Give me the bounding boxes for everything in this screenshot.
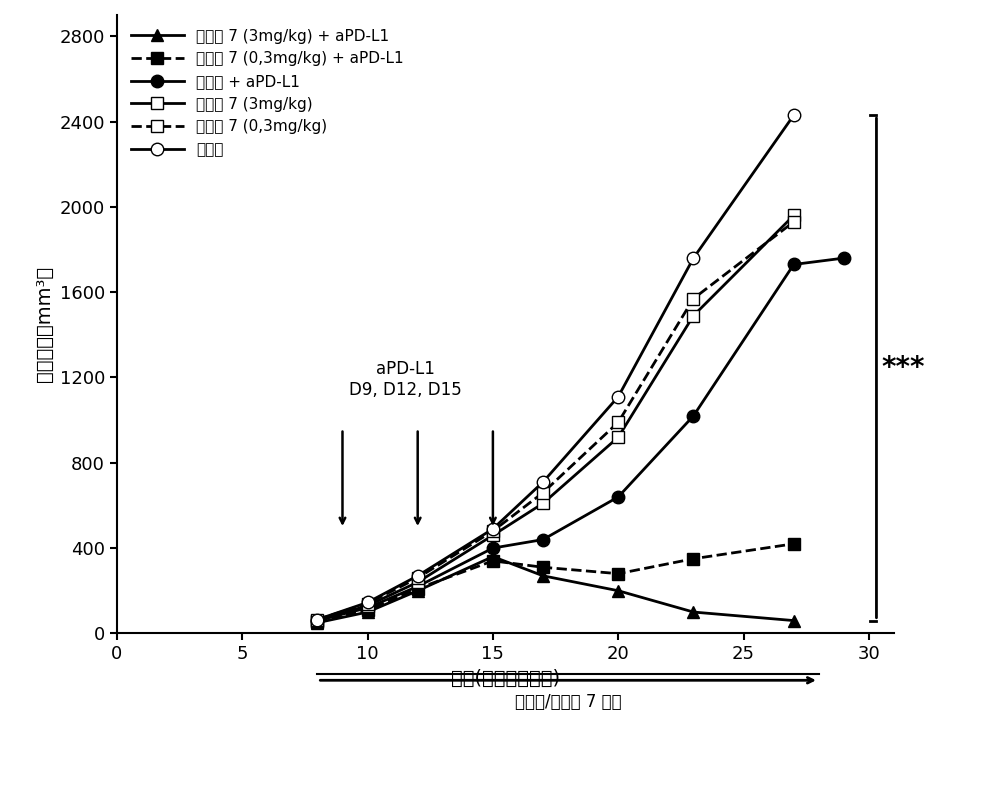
- X-axis label: 时间(接种后的天数): 时间(接种后的天数): [451, 669, 560, 688]
- Text: aPD-L1
D9, D12, D15: aPD-L1 D9, D12, D15: [349, 360, 462, 400]
- Text: ***: ***: [881, 354, 925, 382]
- Y-axis label: 肿瘦体积（mm³）: 肿瘦体积（mm³）: [35, 266, 54, 382]
- Legend: 化合物 7 (3mg/kg) + aPD-L1, 化合物 7 (0,3mg/kg) + aPD-L1, 媒介物 + aPD-L1, 化合物 7 (3mg/kg): 化合物 7 (3mg/kg) + aPD-L1, 化合物 7 (0,3mg/kg…: [124, 23, 410, 163]
- Text: 媒介物/化合物 7 给药: 媒介物/化合物 7 给药: [515, 693, 621, 711]
